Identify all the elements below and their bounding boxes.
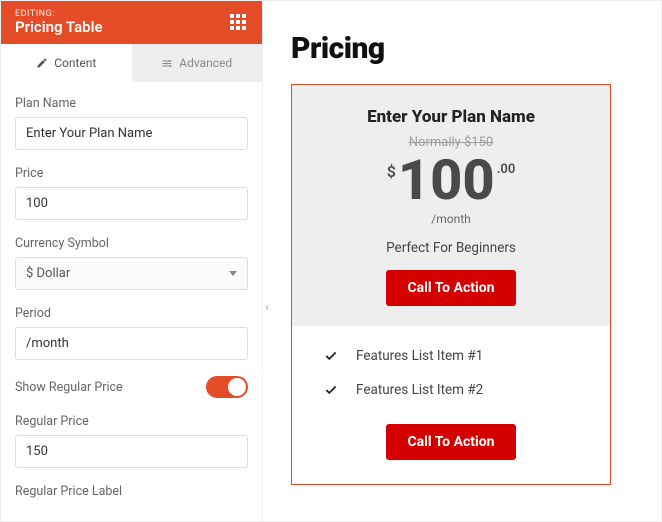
tab-advanced[interactable]: Advanced (132, 44, 263, 82)
feature-item: Features List Item #2 (324, 382, 578, 398)
regular-price-label: Regular Price (15, 414, 248, 429)
card-description: Perfect For Beginners (312, 240, 590, 256)
cta-button-bottom[interactable]: Call To Action (386, 424, 517, 460)
preview-pane: Pricing Enter Your Plan Name Normally $1… (263, 1, 661, 521)
tab-advanced-label: Advanced (179, 56, 232, 70)
plan-name-label: Plan Name (15, 96, 248, 111)
header-title: Pricing Table (15, 18, 103, 36)
cta-button-top[interactable]: Call To Action (386, 270, 517, 306)
sidebar-header: EDITING: Pricing Table (1, 1, 262, 44)
show-regular-toggle[interactable] (206, 376, 248, 398)
card-plan-name: Enter Your Plan Name (312, 107, 590, 127)
pricing-card: Enter Your Plan Name Normally $150 $ 100… (291, 84, 611, 485)
tab-content-label: Content (54, 56, 96, 70)
feature-label: Features List Item #1 (356, 348, 483, 364)
price-cents: .00 (497, 162, 516, 177)
apps-grid-icon[interactable] (230, 14, 248, 32)
chevron-down-icon (229, 271, 237, 276)
field-period: Period /month (15, 306, 248, 360)
card-body: Features List Item #1 Features List Item… (292, 326, 610, 484)
regular-price-input[interactable]: 150 (15, 435, 248, 468)
card-header: Enter Your Plan Name Normally $150 $ 100… (292, 85, 610, 326)
currency-value: $ Dollar (26, 266, 70, 281)
check-icon (324, 383, 338, 397)
price-label: Price (15, 166, 248, 181)
form-area: Plan Name Enter Your Plan Name Price 100… (1, 82, 262, 521)
plan-name-input[interactable]: Enter Your Plan Name (15, 117, 248, 150)
currency-label: Currency Symbol (15, 236, 248, 251)
price-input[interactable]: 100 (15, 187, 248, 220)
check-icon (324, 349, 338, 363)
tabs: Content Advanced (1, 44, 262, 82)
field-regular-price: Regular Price 150 (15, 414, 248, 468)
feature-label: Features List Item #2 (356, 382, 483, 398)
field-currency: Currency Symbol $ Dollar (15, 236, 248, 290)
currency-select[interactable]: $ Dollar (15, 257, 248, 290)
show-regular-label: Show Regular Price (15, 380, 123, 395)
regular-label-label: Regular Price Label (15, 484, 248, 499)
feature-item: Features List Item #1 (324, 348, 578, 364)
card-period: /month (312, 212, 590, 226)
page-title: Pricing (291, 31, 633, 66)
card-price-row: $ 100 .00 (312, 152, 590, 208)
field-regular-label: Regular Price Label (15, 484, 248, 499)
field-show-regular: Show Regular Price (15, 376, 248, 398)
period-input[interactable]: /month (15, 327, 248, 360)
tab-content[interactable]: Content (1, 44, 132, 82)
pencil-icon (36, 57, 48, 69)
header-eyebrow: EDITING: (15, 9, 103, 19)
header-text: EDITING: Pricing Table (15, 9, 103, 36)
sliders-icon (161, 57, 173, 69)
editor-sidebar: EDITING: Pricing Table Content Advanced … (1, 1, 263, 521)
field-plan-name: Plan Name Enter Your Plan Name (15, 96, 248, 150)
period-label: Period (15, 306, 248, 321)
price-amount: 100 (398, 152, 495, 208)
field-price: Price 100 (15, 166, 248, 220)
currency-symbol: $ (387, 162, 396, 181)
